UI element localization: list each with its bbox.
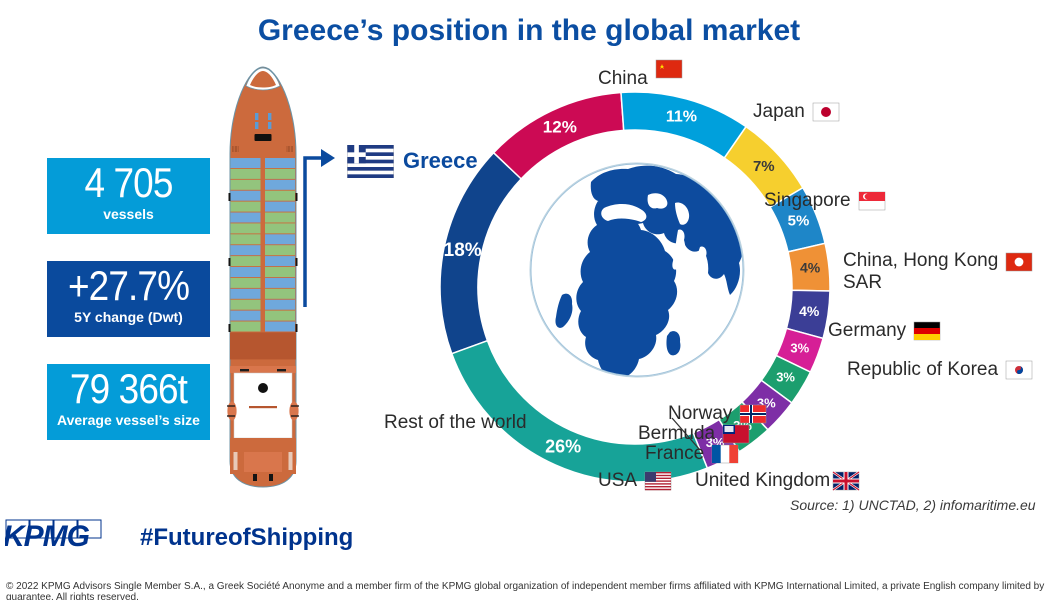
svg-text:KPMG: KPMG (5, 520, 90, 551)
